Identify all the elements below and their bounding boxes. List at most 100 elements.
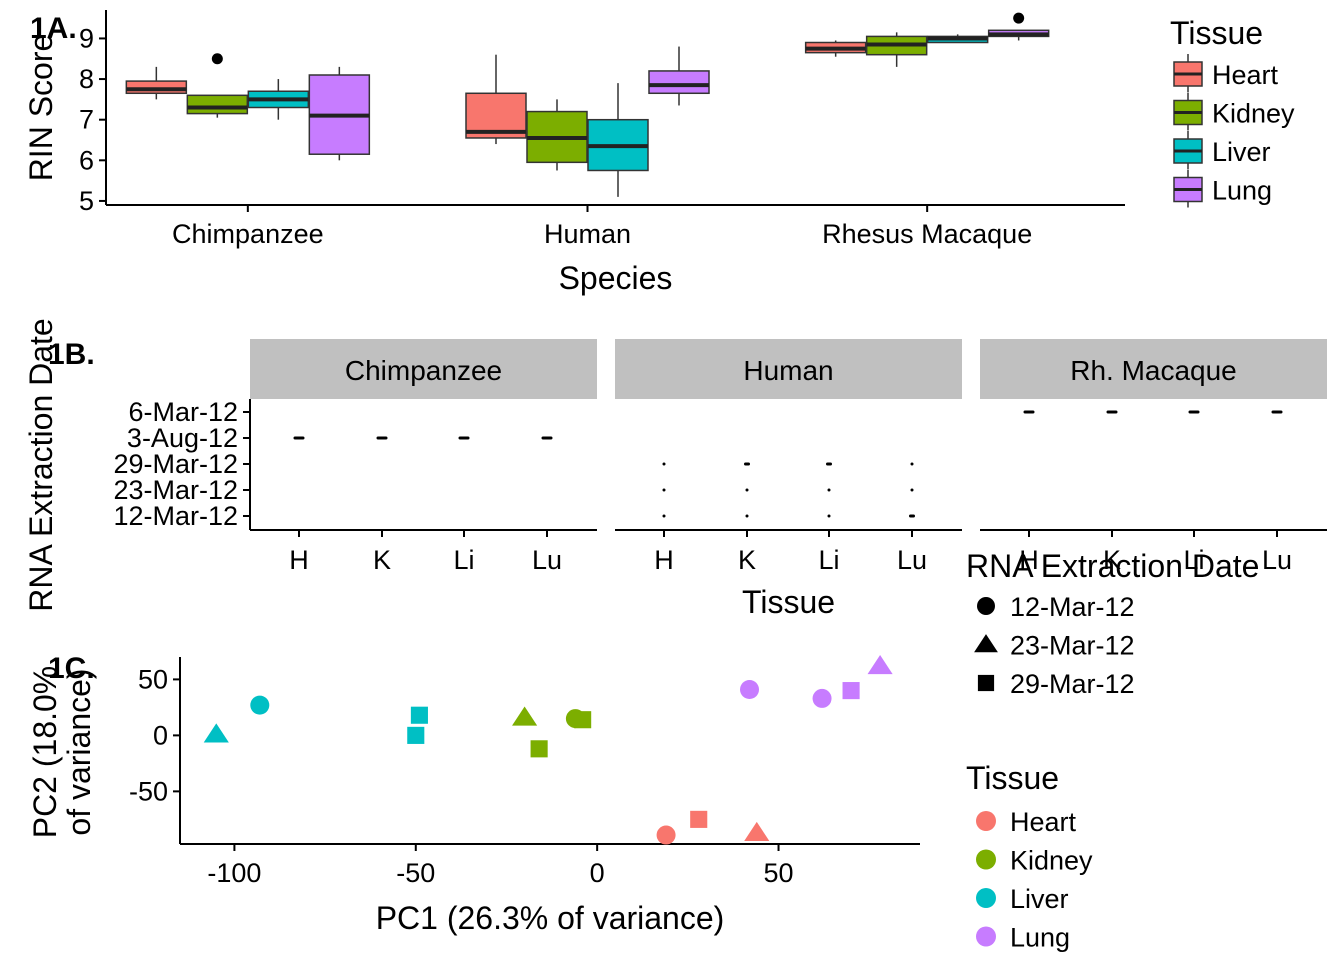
x-tick-label-b: Lu bbox=[532, 545, 562, 575]
x-tick-label-b: Li bbox=[1183, 545, 1204, 575]
scatter-point bbox=[690, 810, 708, 828]
dot-point bbox=[662, 488, 666, 492]
facet-strip bbox=[615, 339, 962, 399]
scatter-point bbox=[250, 695, 270, 715]
dot-point bbox=[1023, 410, 1035, 414]
x-tick-label-b: K bbox=[373, 545, 391, 575]
legend-label-a: Liver bbox=[1212, 137, 1271, 167]
x-tick-label-b: Li bbox=[453, 545, 474, 575]
dot-point bbox=[827, 488, 831, 492]
box bbox=[186, 94, 249, 115]
legend-key-color bbox=[976, 926, 996, 947]
y-axis-title-c: PC2 (18.0%of variance) bbox=[27, 666, 97, 839]
x-tick-label-b: Lu bbox=[897, 545, 927, 575]
legend-label-color: Heart bbox=[1010, 807, 1077, 837]
dot-point bbox=[458, 436, 470, 440]
scatter-point bbox=[512, 706, 538, 726]
x-tick-label-a: Chimpanzee bbox=[172, 219, 324, 249]
x-tick-label-c: -100 bbox=[207, 858, 261, 888]
scatter-point bbox=[203, 723, 229, 743]
dot-point bbox=[745, 514, 749, 518]
legend-label-a: Kidney bbox=[1212, 99, 1295, 129]
panel-b: 1B.RNA Extraction Date 12-Mar-1223-Mar-12… bbox=[23, 318, 1327, 620]
dot-point bbox=[541, 436, 553, 440]
legend-key-color bbox=[976, 849, 996, 870]
dot-point bbox=[662, 462, 666, 466]
dot-point bbox=[910, 462, 914, 466]
dot-point bbox=[1106, 410, 1118, 414]
legend-key-color bbox=[976, 811, 996, 831]
dot-point bbox=[745, 488, 749, 492]
x-tick-label-a: Human bbox=[544, 219, 631, 249]
y-tick-label-a: 6 bbox=[79, 145, 94, 175]
legend-label-a: Lung bbox=[1212, 176, 1272, 206]
legend-label-color: Liver bbox=[1010, 884, 1069, 914]
scatter-point bbox=[740, 679, 760, 699]
scatter-point bbox=[744, 821, 770, 841]
scatter-point bbox=[812, 688, 832, 708]
legend-key-color bbox=[976, 888, 996, 908]
y-axis-title-b: RNA Extraction Date bbox=[23, 318, 59, 611]
dot-point bbox=[376, 436, 388, 440]
x-tick-label-b: Lu bbox=[1262, 545, 1292, 575]
facet-strip bbox=[980, 339, 1327, 399]
x-tick-label-b: Li bbox=[818, 545, 839, 575]
scatter-point bbox=[530, 740, 548, 758]
scatter-point bbox=[842, 682, 860, 700]
legend-key-shape bbox=[977, 674, 995, 692]
facet-strip bbox=[250, 339, 597, 399]
dot-point bbox=[910, 488, 914, 492]
legend-title-color: Tissue bbox=[966, 760, 1059, 796]
x-tick-label-c: -50 bbox=[396, 858, 435, 888]
y-axis-title-a: RIN Score bbox=[23, 34, 59, 182]
y-tick-label-b: 23-Mar-12 bbox=[113, 475, 238, 505]
legend-label-shape: 23-Mar-12 bbox=[1010, 631, 1135, 661]
scatter-point bbox=[867, 655, 893, 675]
y-axis-title-line: of variance) bbox=[61, 668, 97, 835]
dot-point bbox=[662, 514, 666, 518]
box-outlier bbox=[211, 53, 223, 65]
x-axis-title-b: Tissue bbox=[742, 584, 835, 620]
legend-label-shape: 12-Mar-12 bbox=[1010, 592, 1135, 622]
scatter-point bbox=[407, 726, 425, 744]
panel-a: 1A. 5 6 7 8 9 Chimpanzee Human Rhesus Macaque Spe… bbox=[23, 10, 1125, 296]
dot-point bbox=[744, 462, 750, 466]
dot-point bbox=[293, 436, 305, 440]
legend-title-shape: RNA Extraction Date bbox=[966, 548, 1259, 584]
y-tick-label-a: 8 bbox=[79, 64, 94, 94]
y-tick-label-c: -50 bbox=[129, 776, 168, 806]
legend-key-shape bbox=[977, 597, 995, 615]
y-axis-title-line: PC2 (18.0% bbox=[27, 666, 63, 839]
legend-title-a: Tissue bbox=[1170, 15, 1263, 51]
facet-strip-label: Human bbox=[743, 355, 833, 386]
y-tick-label-b: 6-Mar-12 bbox=[128, 397, 238, 427]
legend-label-shape: 29-Mar-12 bbox=[1010, 669, 1135, 699]
panel-label-c: 1C. bbox=[48, 652, 95, 685]
x-axis-title-c: PC1 (26.3% of variance) bbox=[376, 900, 725, 936]
panel-label-a: 1A. bbox=[30, 12, 77, 45]
y-tick-label-c: 50 bbox=[138, 664, 168, 694]
legend-label-a: Heart bbox=[1212, 60, 1279, 90]
dot-point bbox=[827, 514, 831, 518]
y-tick-label-a: 5 bbox=[79, 186, 94, 216]
box-outlier bbox=[1013, 12, 1025, 24]
scatter-point bbox=[410, 706, 428, 724]
panel-c: 1C. -50 0 50 -100 -50 0 50 PC1 (26.3% of varianc… bbox=[27, 652, 920, 936]
x-tick-label-b: H bbox=[1019, 545, 1039, 575]
x-tick-label-a: Rhesus Macaque bbox=[822, 219, 1032, 249]
facet-strip-label: Rh. Macaque bbox=[1070, 355, 1237, 386]
dot-point bbox=[1271, 410, 1283, 414]
dot-point bbox=[909, 514, 915, 518]
box bbox=[648, 70, 710, 95]
y-tick-label-a: 7 bbox=[79, 105, 94, 135]
x-tick-label-c: 0 bbox=[590, 858, 605, 888]
box bbox=[125, 80, 188, 95]
scatter-point bbox=[656, 825, 676, 845]
legend-label-color: Lung bbox=[1010, 923, 1070, 953]
y-tick-label-b: 3-Aug-12 bbox=[127, 423, 238, 453]
panel-label-b: 1B. bbox=[48, 338, 95, 371]
dot-point bbox=[826, 462, 832, 466]
y-tick-label-a: 9 bbox=[79, 23, 94, 53]
x-tick-label-c: 50 bbox=[764, 858, 794, 888]
